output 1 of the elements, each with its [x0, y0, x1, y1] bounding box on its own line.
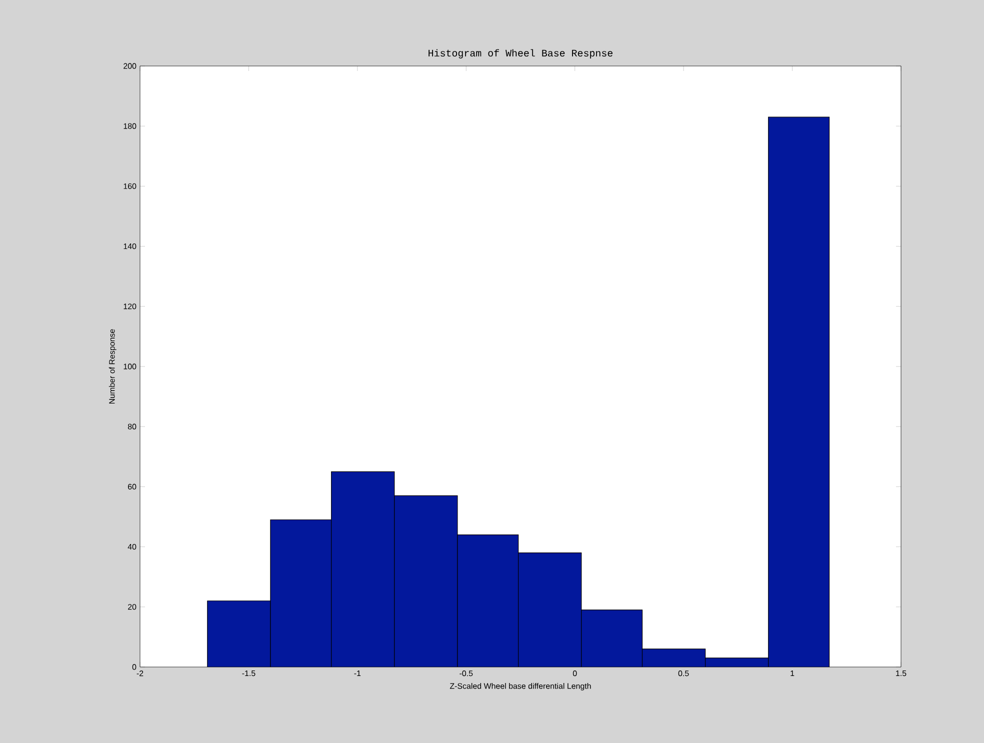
chart-title: Histogram of Wheel Base Respnse	[428, 49, 612, 58]
